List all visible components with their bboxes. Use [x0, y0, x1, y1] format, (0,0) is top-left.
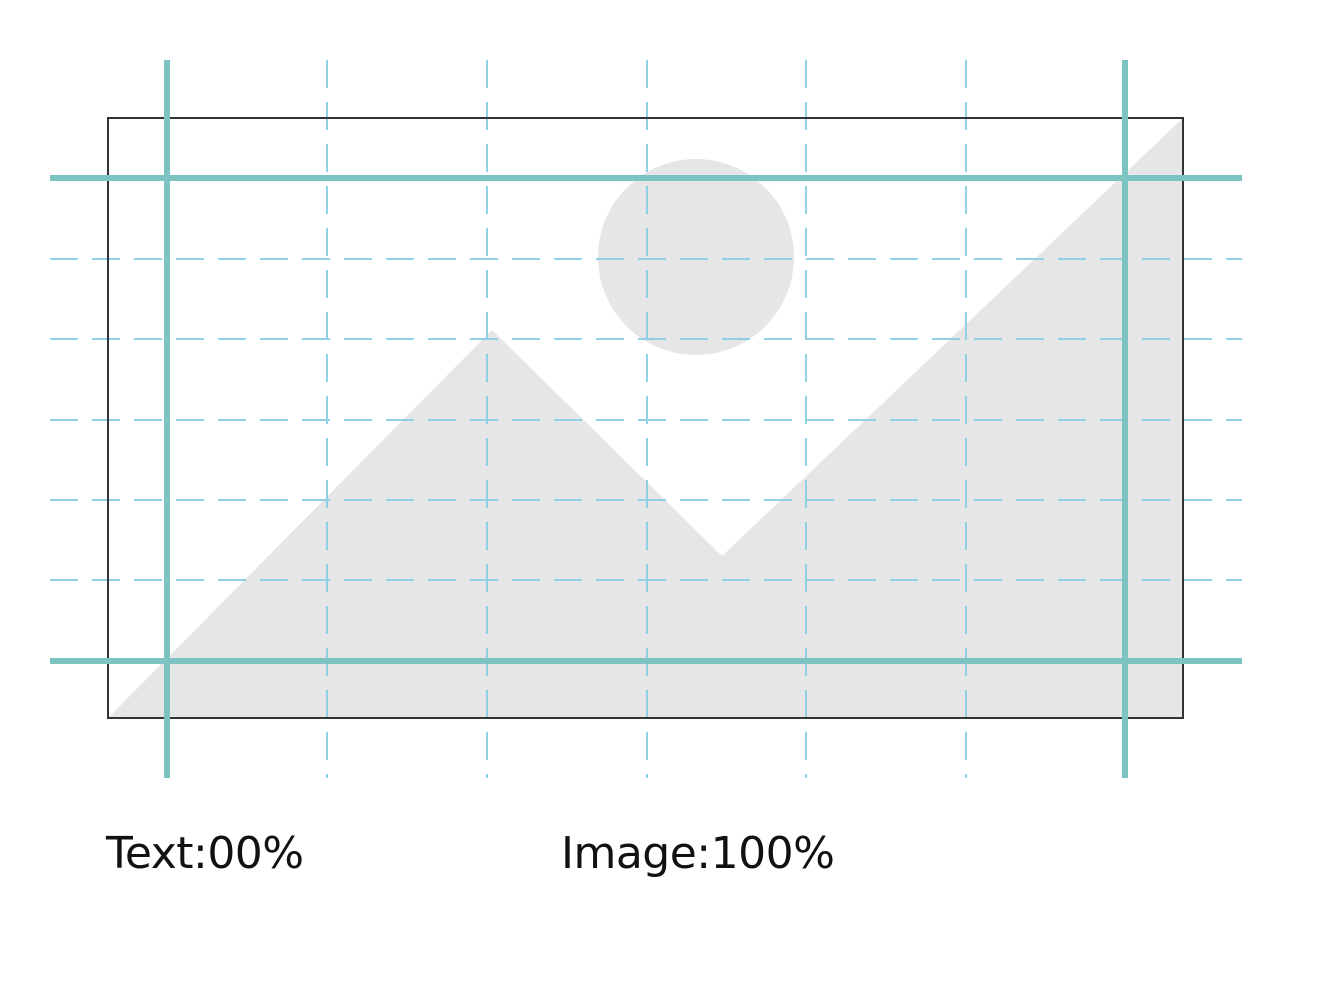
text-ratio-label: Text:00% — [106, 828, 304, 879]
margin-guides — [50, 60, 1242, 778]
mountain-shape — [108, 118, 1183, 718]
image-placeholder-icon — [108, 118, 1183, 718]
image-ratio-label: Image:100% — [561, 828, 835, 879]
sun-circle — [598, 159, 794, 355]
image-frame — [107, 117, 1184, 719]
